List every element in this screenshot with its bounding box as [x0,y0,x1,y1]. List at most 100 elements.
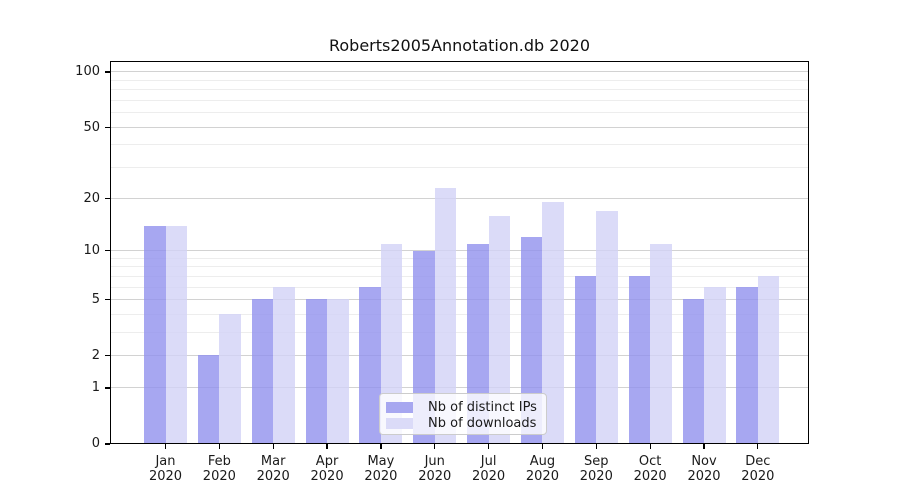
bar-distinct-ips [682,299,704,444]
x-tick-year: 2020 [202,469,236,485]
x-tick-year: 2020 [418,469,452,485]
x-tick-label: Jun 2020 [405,454,465,485]
x-tick-month: Jun [424,453,445,469]
x-tick-label: Aug 2020 [512,454,572,485]
y-gridline-major [110,298,809,300]
x-tick-mark [380,443,382,449]
bar-distinct-ips [144,225,166,444]
x-tick-month: Mar [260,453,286,469]
y-gridline-major [110,126,809,128]
bar-downloads [273,287,295,444]
x-tick-mark [218,443,220,449]
bar-downloads [165,225,187,444]
bar-distinct-ips [197,355,220,444]
x-tick-year: 2020 [256,469,290,485]
bar-distinct-ips [736,287,758,444]
y-tick-label: 20 [83,191,100,207]
y-tick-mark [105,71,110,73]
x-tick-mark [434,443,436,449]
y-gridline-minor [110,89,809,91]
y-gridline-minor [110,257,809,259]
bar-distinct-ips [574,276,597,444]
x-tick-mark [703,443,705,449]
x-tick-month: Dec [745,453,771,469]
x-tick-label: Dec 2020 [728,454,788,485]
y-gridline-minor [110,166,809,168]
y-gridline-minor [110,99,809,101]
x-tick-month: Nov [691,453,717,469]
x-tick-label: Jan 2020 [136,454,196,485]
x-tick-label: Apr 2020 [297,454,357,485]
legend-row-downloads: Nb of downloads [386,416,540,433]
x-tick-label: May 2020 [351,454,411,485]
y-gridline-major [110,198,809,200]
y-tick-label: 100 [75,64,100,80]
x-tick-month: Jul [480,453,497,469]
x-tick-month: Aug [529,453,556,469]
bar-distinct-ips [305,299,328,444]
y-gridline-major [110,354,809,356]
y-tick-mark [105,126,110,128]
chart-title: Roberts2005Annotation.db 2020 [328,36,591,55]
bar-downloads [327,299,349,444]
y-gridline-minor [110,79,809,81]
y-tick-mark [105,198,110,200]
bar-distinct-ips [359,287,381,444]
x-tick-mark [164,443,167,449]
x-tick-year: 2020 [148,469,183,485]
y-gridline-major [110,71,809,73]
x-tick-label: Feb 2020 [189,454,249,485]
x-tick-year: 2020 [687,469,721,485]
y-tick-label: 10 [83,243,100,259]
x-tick-mark [757,443,759,449]
x-tick-label: Jul 2020 [459,454,519,485]
legend-label-distinct-ips: Nb of distinct IPs [428,399,537,415]
x-tick-mark [326,443,328,449]
bar-downloads [650,243,672,444]
x-tick-month: Oct [638,453,662,469]
x-tick-mark [595,443,597,449]
y-gridline-minor [110,286,809,288]
y-tick-label: 2 [91,347,100,363]
y-gridline-minor [110,266,809,268]
x-tick-label: Mar 2020 [243,454,303,485]
y-gridline-minor [110,275,809,277]
y-tick-mark [105,250,110,252]
x-tick-label: Sep 2020 [566,454,626,485]
y-gridline-minor [110,313,809,315]
x-tick-year: 2020 [525,469,559,485]
legend-swatch-downloads [386,418,413,430]
y-tick-label: 5 [91,291,100,307]
y-gridline-minor [110,144,809,146]
x-tick-mark [272,443,274,449]
bar-distinct-ips [251,299,274,444]
x-tick-mark [487,443,490,449]
x-tick-label: Nov 2020 [674,454,734,485]
y-gridline-minor [110,331,809,333]
legend: Nb of distinct IPs Nb of downloads [379,393,547,435]
x-tick-month: Sep [584,453,609,469]
x-tick-year: 2020 [364,469,398,485]
bar-distinct-ips [628,276,651,444]
y-gridline-major [110,387,809,389]
bar-downloads [542,202,564,444]
x-tick-label: Oct 2020 [620,454,680,485]
bar-downloads [488,215,511,444]
y-tick-label: 50 [83,119,100,135]
y-gridline-major [110,250,809,252]
x-tick-mark [649,443,651,449]
y-tick-mark [105,298,110,301]
bar-downloads [596,210,618,444]
x-tick-year: 2020 [633,469,667,485]
legend-swatch-distinct-ips [386,401,413,413]
bar-distinct-ips [520,237,543,444]
x-tick-month: Jan [155,453,176,469]
legend-label-downloads: Nb of downloads [428,416,537,432]
legend-row-distinct-ips: Nb of distinct IPs [386,399,540,416]
x-tick-mark [541,443,544,449]
x-tick-year: 2020 [472,469,506,485]
y-tick-label: 0 [91,436,100,452]
x-tick-year: 2020 [741,469,775,485]
bar-downloads [704,287,726,444]
